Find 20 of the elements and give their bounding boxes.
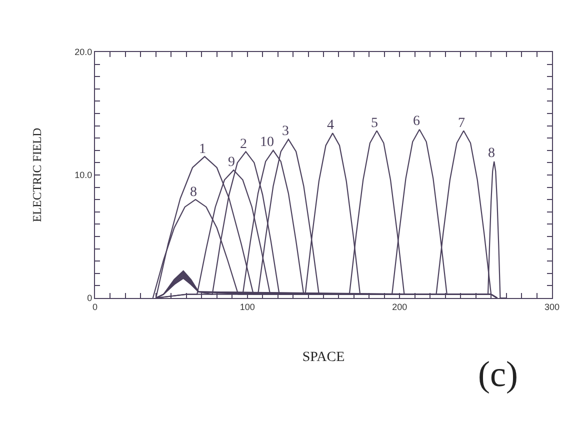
series-label: 10 <box>260 135 274 150</box>
y-tick-label: 0 <box>87 293 92 304</box>
series-label: 8 <box>488 146 495 161</box>
x-tick-label: 200 <box>392 302 408 312</box>
x-tick-label: 300 <box>544 302 560 312</box>
series-label: 6 <box>413 114 420 129</box>
series-label: 9 <box>228 155 235 170</box>
y-tick-label: 20.0 <box>74 47 92 58</box>
series-label: 4 <box>327 118 334 133</box>
series-label: 2 <box>240 137 247 152</box>
x-axis-title: SPACE <box>302 350 345 366</box>
series-label: 3 <box>282 124 289 139</box>
series-label: 5 <box>371 116 378 131</box>
y-axis-title: ELECTRIC FIELD <box>30 128 44 222</box>
series-label: 8 <box>190 185 197 200</box>
text: (c) <box>478 354 518 394</box>
series-label: 7 <box>458 116 465 131</box>
y-tick-label: 10.0 <box>74 170 92 180</box>
x-tick-label: 100 <box>240 302 255 312</box>
series-label: 1 <box>199 142 206 157</box>
